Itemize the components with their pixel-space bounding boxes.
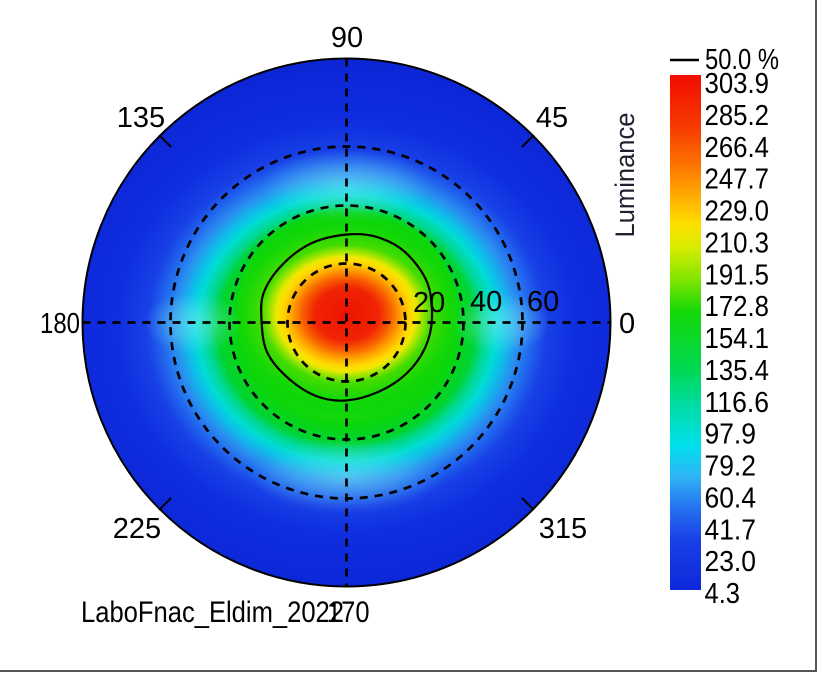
svg-text:315: 315 [539,513,587,545]
svg-text:135.4: 135.4 [705,355,770,387]
svg-text:135: 135 [117,102,165,134]
svg-text:97.9: 97.9 [705,419,757,451]
svg-text:154.1: 154.1 [705,323,770,355]
svg-text:4.3: 4.3 [705,578,741,610]
svg-text:40: 40 [470,286,502,318]
svg-text:229.0: 229.0 [705,196,770,228]
svg-text:20: 20 [413,287,445,319]
svg-text:Luminance: Luminance [610,113,640,238]
svg-text:170: 170 [327,596,370,629]
svg-text:41.7: 41.7 [705,514,757,546]
svg-text:90: 90 [331,22,363,54]
svg-text:247.7: 247.7 [705,164,770,196]
svg-text:60: 60 [527,286,559,318]
svg-text:172.8: 172.8 [705,291,770,323]
svg-text:116.6: 116.6 [705,387,770,419]
svg-text:50.0 %: 50.0 % [705,44,779,76]
svg-text:285.2: 285.2 [705,100,770,132]
svg-text:45: 45 [536,102,568,134]
svg-text:303.9: 303.9 [705,68,770,100]
svg-text:210.3: 210.3 [705,227,770,259]
svg-text:0: 0 [619,308,635,340]
svg-text:79.2: 79.2 [705,451,757,483]
svg-text:LaboFnac_Eldim_2022: LaboFnac_Eldim_2022 [81,596,344,629]
svg-text:180: 180 [40,308,80,340]
svg-text:191.5: 191.5 [705,259,770,291]
svg-text:225: 225 [113,513,161,545]
svg-text:266.4: 266.4 [705,132,770,164]
svg-text:60.4: 60.4 [705,482,757,514]
svg-text:23.0: 23.0 [705,546,757,578]
